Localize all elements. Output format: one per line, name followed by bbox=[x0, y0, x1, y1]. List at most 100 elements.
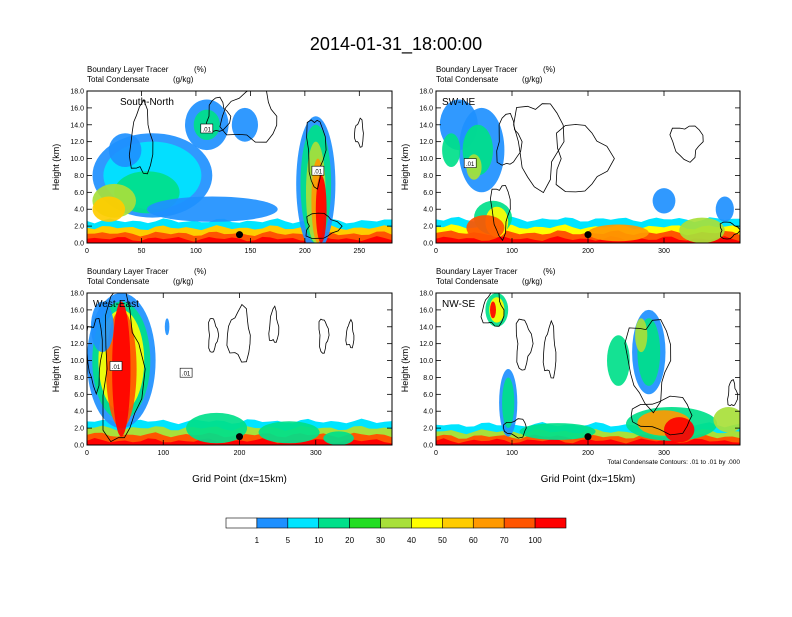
x-tick-label: 100 bbox=[157, 450, 169, 457]
y-tick-label: 10.0 bbox=[70, 358, 84, 365]
condensate-contour bbox=[206, 96, 232, 133]
y-tick-label: 10.0 bbox=[419, 358, 433, 365]
panel-subtitle-1: Boundary Layer Tracer bbox=[87, 65, 169, 74]
colorbar-box bbox=[287, 517, 320, 529]
condensate-contour bbox=[542, 319, 557, 379]
panel-1: .01 .01 0.0 2.0 4.0 6.0 8.0 10.0 12.0 14.0 16.0 18.… bbox=[51, 65, 393, 255]
x-tick-label: 0 bbox=[434, 248, 438, 255]
panels: .01 .01 0.0 2.0 4.0 6.0 8.0 10.0 12.0 14.0 16.0 18.… bbox=[51, 65, 741, 485]
tracer-blob bbox=[146, 196, 278, 222]
x-tick-label: 0 bbox=[85, 450, 89, 457]
y-tick-label: 8.0 bbox=[423, 375, 433, 382]
plot-area bbox=[436, 293, 740, 445]
colorbar-label: 5 bbox=[286, 536, 291, 545]
x-tick-label: 50 bbox=[138, 248, 146, 255]
location-marker bbox=[236, 231, 243, 239]
x-tick-label: 300 bbox=[310, 450, 322, 457]
x-tick-label: 150 bbox=[245, 248, 257, 255]
y-tick-label: 16.0 bbox=[70, 307, 84, 314]
condensate-contour bbox=[489, 185, 511, 242]
y-tick-label: 4.0 bbox=[423, 207, 433, 214]
panel-subtitle-1: Boundary Layer Tracer bbox=[87, 267, 169, 276]
colorbar-box bbox=[225, 517, 258, 529]
colorbar-box bbox=[472, 517, 505, 529]
tracer-blob bbox=[442, 133, 461, 168]
y-tick-label: 8.0 bbox=[74, 173, 84, 180]
condensate-contour bbox=[305, 212, 343, 239]
contour-label: .01 bbox=[314, 170, 323, 176]
panel-3: .01 .01 0.0 2.0 4.0 6.0 8.0 10.0 12.0 14.0 16.0 18.… bbox=[51, 267, 393, 485]
tracer-blob bbox=[502, 377, 515, 429]
tracer-blob bbox=[713, 407, 740, 433]
condensate-contour bbox=[630, 395, 693, 436]
y-tick-label: 14.0 bbox=[70, 122, 84, 129]
condensate-contour bbox=[669, 125, 704, 163]
y-tick-label: 2.0 bbox=[423, 224, 433, 231]
y-tick-label: 6.0 bbox=[74, 190, 84, 197]
y-tick-label: 0.0 bbox=[74, 241, 84, 248]
contour-label-box bbox=[179, 367, 193, 378]
y-tick-label: 18.0 bbox=[70, 89, 84, 96]
panel-subtitle-1-unit: (%) bbox=[543, 267, 556, 276]
tracer-blob bbox=[258, 421, 320, 444]
x-tick-label: 0 bbox=[85, 248, 89, 255]
y-tick-label: 4.0 bbox=[74, 207, 84, 214]
x-tick-label: 300 bbox=[658, 450, 670, 457]
colorbar-box bbox=[442, 517, 474, 529]
panel-subtitle-2: Total Condensate bbox=[436, 75, 499, 84]
condensate-contour bbox=[318, 318, 330, 354]
condensate-contour bbox=[128, 99, 154, 175]
colorbar-box bbox=[380, 517, 412, 529]
y-tick-label: 6.0 bbox=[423, 392, 433, 399]
y-tick-label: 12.0 bbox=[419, 139, 433, 146]
location-marker bbox=[236, 433, 243, 441]
x-tick-label: 0 bbox=[434, 450, 438, 457]
y-axis-label: Height (km) bbox=[51, 346, 61, 393]
panel-label: West-East bbox=[93, 299, 139, 310]
contour-footnote: Total Condensate Contours: .01 to .01 by… bbox=[607, 459, 740, 466]
condensate-contour bbox=[219, 91, 278, 143]
condensate-contour bbox=[208, 318, 220, 353]
condensate-contour bbox=[727, 379, 739, 407]
contour-label: .01 bbox=[466, 162, 475, 168]
y-tick-label: 16.0 bbox=[419, 307, 433, 314]
colorbar-box bbox=[256, 517, 289, 529]
plot-area bbox=[436, 91, 740, 243]
panel-subtitle-1-unit: (%) bbox=[543, 65, 556, 74]
panel-subtitle-1: Boundary Layer Tracer bbox=[436, 267, 518, 276]
tracer-blob bbox=[715, 196, 734, 222]
x-tick-label: 200 bbox=[234, 450, 246, 457]
condensate-contour bbox=[503, 418, 527, 439]
y-tick-label: 14.0 bbox=[419, 324, 433, 331]
panel-label: South-North bbox=[120, 97, 174, 108]
plot-area bbox=[87, 293, 392, 445]
panel-subtitle-2-unit: (g/kg) bbox=[173, 277, 194, 286]
colorbar-label: 20 bbox=[345, 536, 354, 545]
panel-subtitle-2-unit: (g/kg) bbox=[522, 277, 543, 286]
y-tick-label: 18.0 bbox=[419, 89, 433, 96]
condensate-contour bbox=[624, 319, 672, 414]
y-tick-label: 4.0 bbox=[423, 409, 433, 416]
y-tick-label: 12.0 bbox=[419, 341, 433, 348]
colorbar-label: 100 bbox=[528, 536, 542, 545]
condensate-contour bbox=[513, 103, 565, 194]
colorbar-box bbox=[349, 517, 381, 529]
y-tick-label: 8.0 bbox=[423, 173, 433, 180]
colorbar-label: 60 bbox=[469, 536, 478, 545]
tracer-blob bbox=[588, 224, 649, 242]
condensate-contour bbox=[555, 124, 615, 193]
panel-frame bbox=[86, 90, 393, 244]
tracer-blob bbox=[92, 196, 126, 222]
location-marker bbox=[584, 433, 592, 441]
tracer-blob bbox=[164, 318, 170, 336]
y-tick-label: 10.0 bbox=[419, 156, 433, 163]
y-tick-label: 2.0 bbox=[74, 224, 84, 231]
panel-subtitle-2-unit: (g/kg) bbox=[522, 75, 543, 84]
panel-label: SW-NE bbox=[442, 97, 475, 108]
condensate-contour bbox=[226, 303, 251, 363]
condensate-contour bbox=[496, 113, 523, 166]
contour-label: .01 bbox=[182, 372, 191, 378]
colorbar-label: 10 bbox=[314, 536, 323, 545]
tracer-blob bbox=[231, 107, 258, 142]
